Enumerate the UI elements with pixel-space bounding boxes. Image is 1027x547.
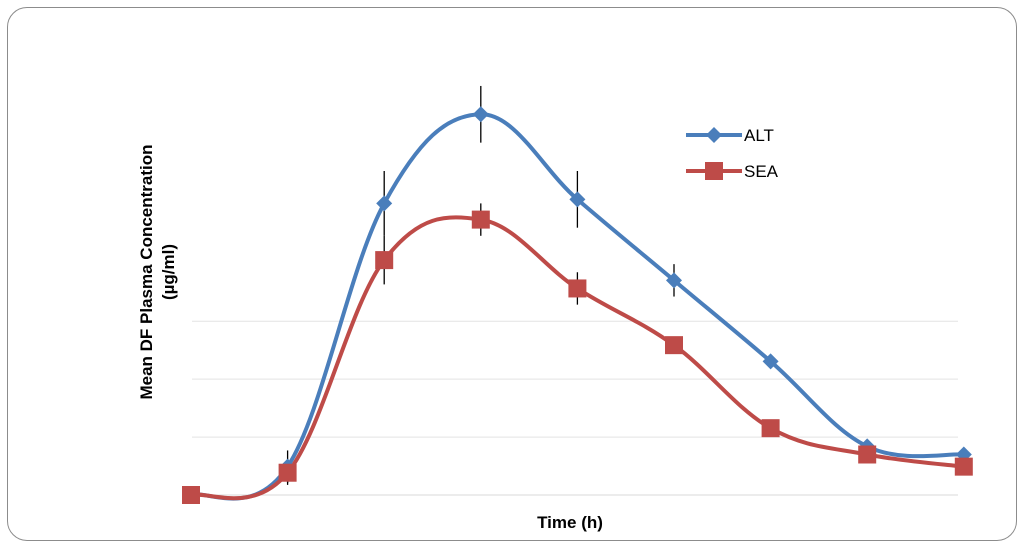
legend-label-sea: SEA [744,162,779,181]
point-alt-5 [666,272,682,289]
point-sea-2 [375,251,394,270]
point-alt-6 [762,353,779,370]
legend-label-alt: ALT [744,126,774,145]
point-alt-2 [376,195,393,212]
legend-marker-sea [705,162,723,180]
point-sea-0 [182,486,200,504]
point-sea-1 [278,463,297,482]
legend: ALT SEA [686,126,779,181]
point-sea-6 [761,419,780,438]
y-axis-unit: (µg/ml) [159,244,178,300]
point-sea-4 [568,279,587,298]
legend-marker-alt [706,127,722,143]
point-sea-7 [858,445,877,464]
point-alt-4 [569,191,586,208]
y-axis-title: Mean DF Plasma Concentration [137,144,156,399]
point-sea-5 [665,336,683,355]
point-sea-3 [471,210,490,229]
x-axis-title: Time (h) [537,513,603,532]
point-sea-8 [954,457,973,476]
error-bars [286,85,675,485]
series-markers [182,106,973,504]
gridlines [192,320,958,438]
point-alt-3 [472,106,489,123]
series-line-alt [190,112,964,501]
series-lines [190,112,965,501]
series-line-sea [190,215,965,501]
